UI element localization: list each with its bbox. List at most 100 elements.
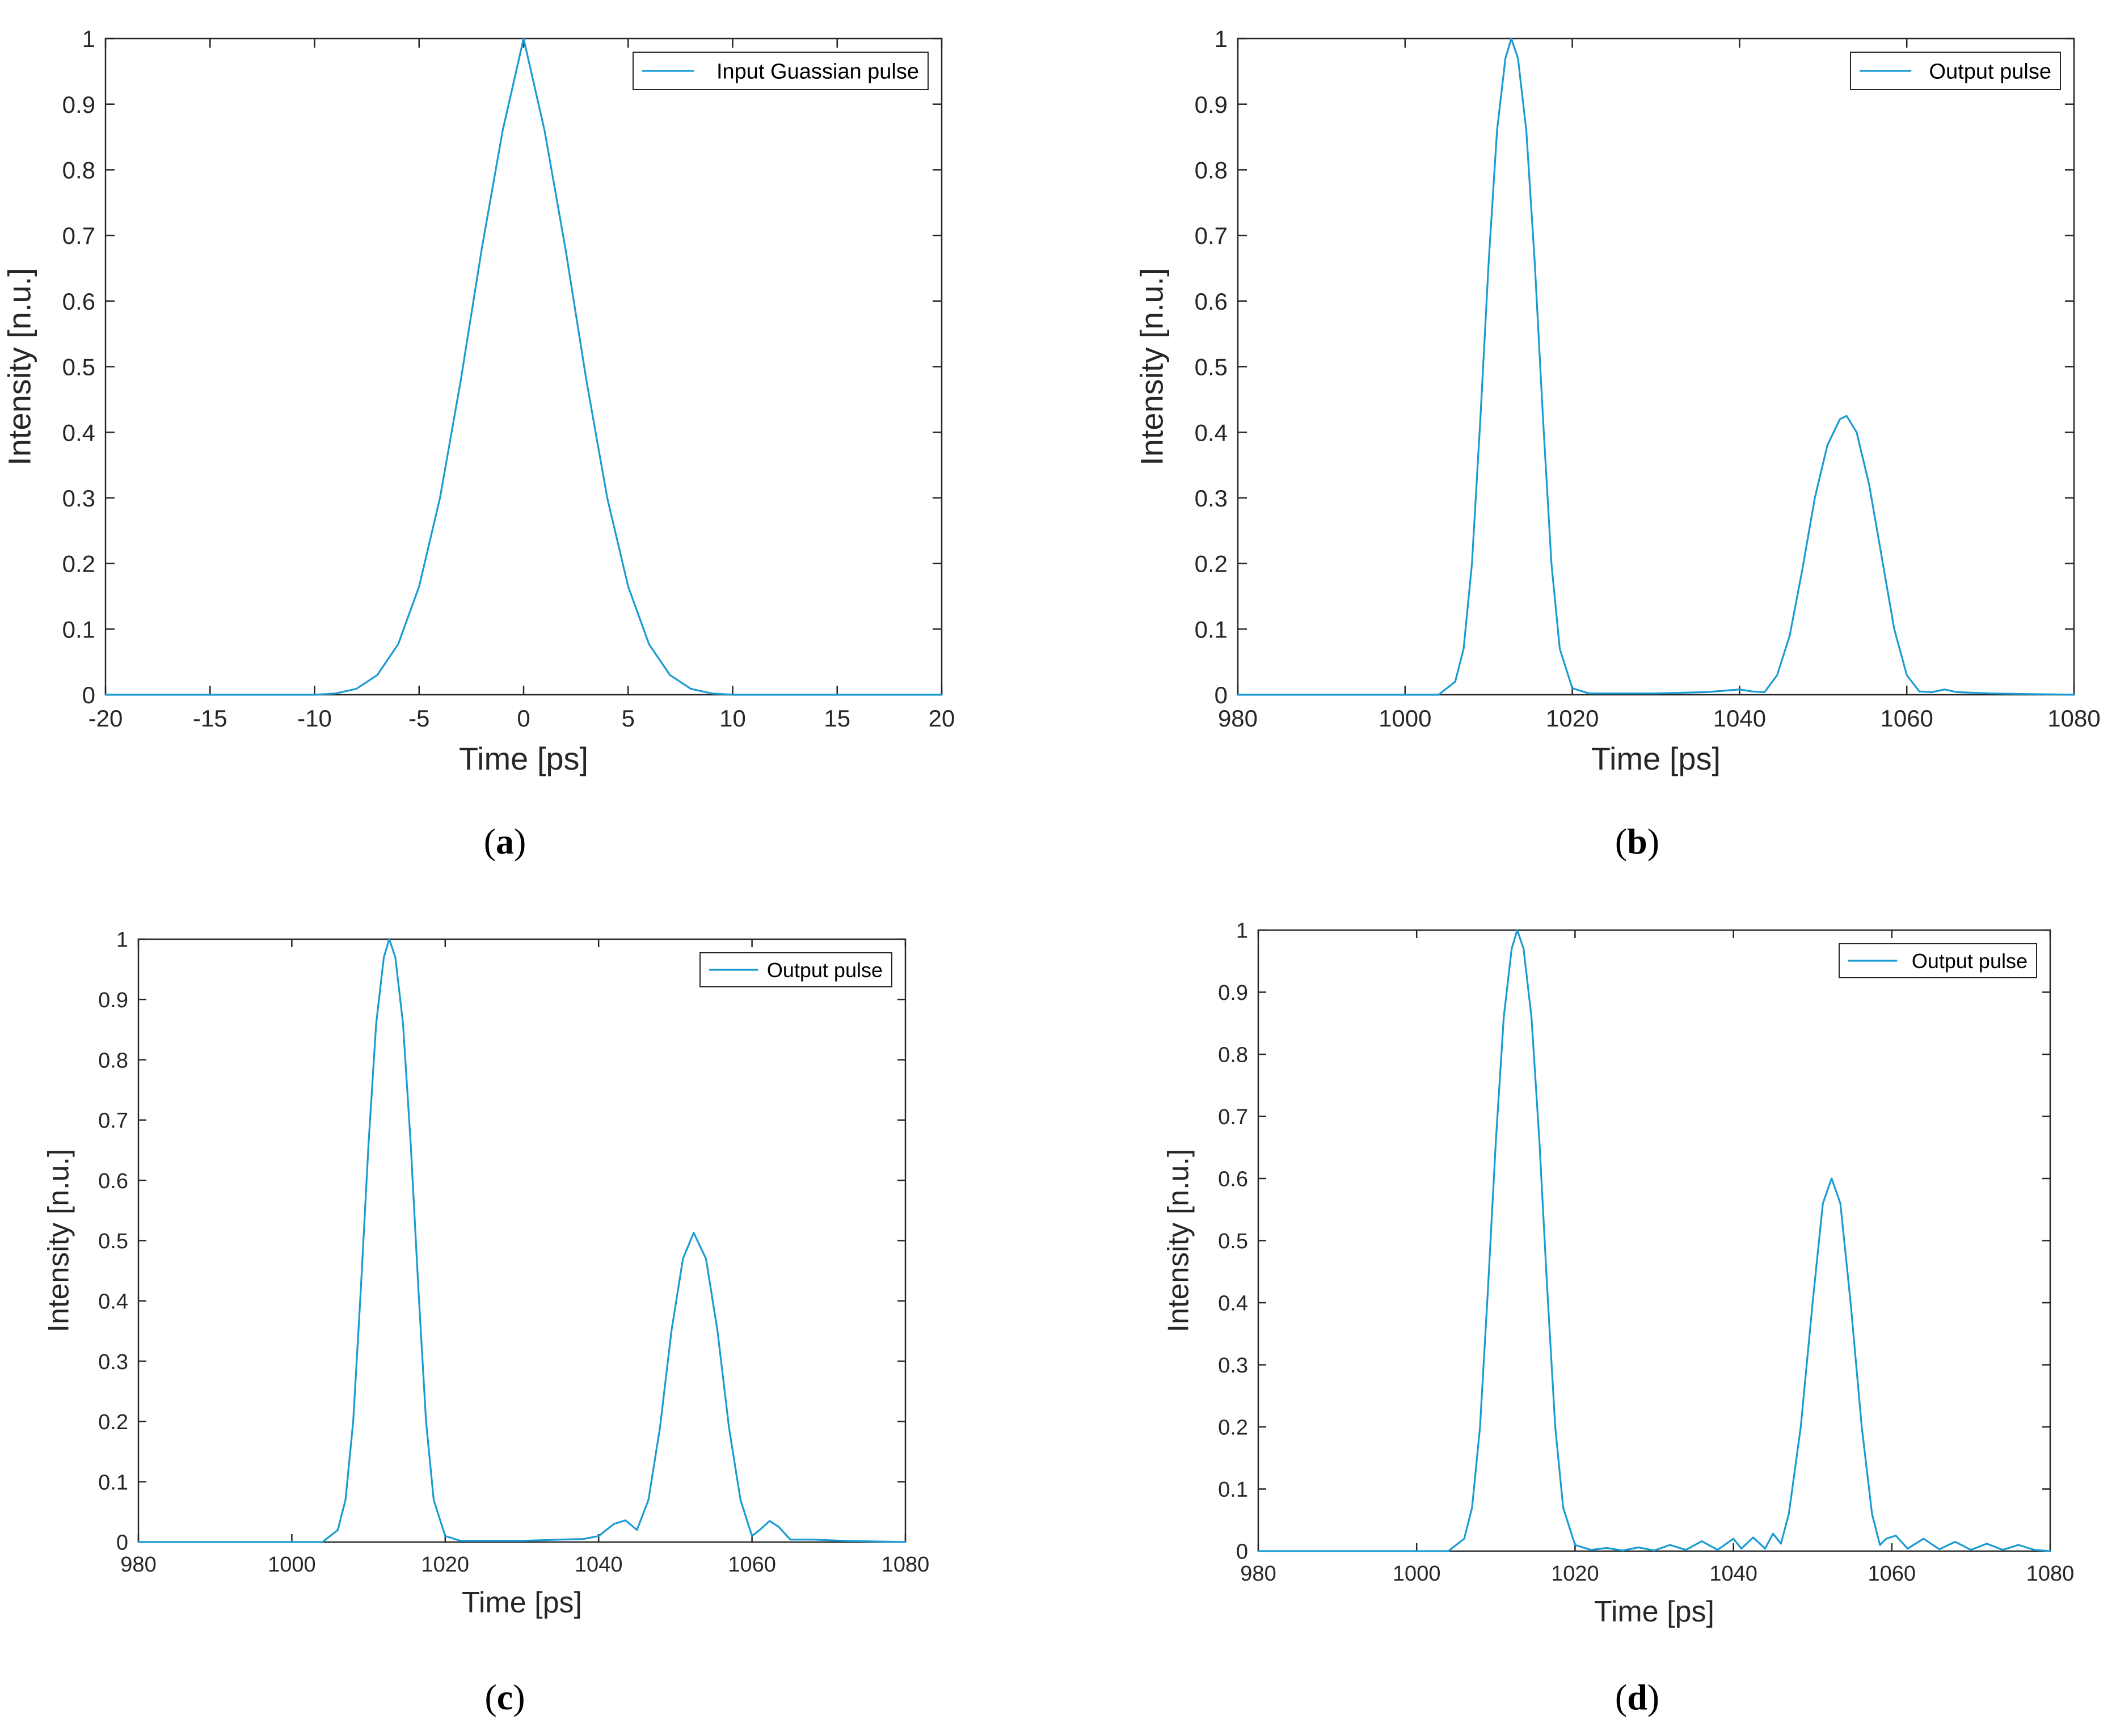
x-tick-label: 980 — [120, 1553, 156, 1577]
y-tick-label: 0.4 — [98, 1290, 128, 1313]
x-tick-label: -20 — [88, 705, 123, 732]
y-tick-label: 0.7 — [1195, 222, 1228, 249]
y-axis-label: Intensity [n.u.] — [1134, 268, 1170, 466]
panel-caption: (c) — [484, 1677, 525, 1717]
x-tick-label: 1000 — [1379, 705, 1431, 732]
y-tick-label: 0.1 — [1195, 616, 1228, 643]
x-tick-label: 15 — [824, 705, 850, 732]
y-tick-label: 0.6 — [62, 288, 95, 315]
x-tick-label: 1040 — [1709, 1562, 1757, 1586]
y-tick-label: 0.7 — [1218, 1105, 1248, 1129]
y-tick-label: 0 — [1215, 682, 1228, 708]
x-tick-label: 1060 — [728, 1553, 776, 1577]
y-tick-label: 0.3 — [1218, 1354, 1248, 1378]
y-tick-label: 0.9 — [98, 989, 128, 1012]
y-tick-label: 0 — [116, 1531, 128, 1555]
panel-caption: (a) — [484, 821, 526, 861]
y-tick-label: 1 — [116, 928, 128, 952]
y-tick-label: 0.5 — [1195, 354, 1228, 381]
series-line-1 — [137, 938, 907, 1543]
y-tick-label: 0.4 — [1195, 419, 1228, 446]
plot-area — [104, 37, 943, 696]
x-tick-label: 1060 — [1868, 1562, 1916, 1586]
series-line-1 — [1237, 37, 2075, 696]
y-tick-label: 0.6 — [1195, 288, 1228, 315]
x-axis-label: Time [ps] — [459, 741, 588, 776]
y-tick-label: 0.5 — [98, 1230, 128, 1253]
y-tick-label: 0 — [82, 682, 95, 708]
y-tick-label: 0.9 — [62, 91, 95, 118]
x-tick-label: -5 — [408, 705, 429, 732]
y-tick-label: 0.9 — [1218, 981, 1248, 1005]
y-tick-label: 0.8 — [62, 157, 95, 184]
y-tick-label: 0.3 — [1195, 485, 1228, 512]
y-tick-label: 0.1 — [62, 616, 95, 643]
legend: Output pulse — [1850, 52, 2061, 90]
x-axis-label: Time [ps] — [1594, 1595, 1714, 1628]
x-tick-label: 20 — [929, 705, 955, 732]
x-axis-label: Time [ps] — [462, 1586, 582, 1619]
y-tick-label: 0.2 — [1218, 1416, 1248, 1440]
y-tick-label: 0.6 — [1218, 1168, 1248, 1192]
y-axis-label: Intensity [n.u.] — [2, 268, 37, 466]
y-tick-label: 0.8 — [98, 1049, 128, 1072]
x-tick-label: 1000 — [1393, 1562, 1441, 1586]
y-axis-label: Intensity [n.u.] — [42, 1149, 75, 1333]
x-tick-label: 5 — [622, 705, 635, 732]
y-tick-label: 0.4 — [62, 419, 95, 446]
y-tick-label: 0.8 — [1195, 157, 1228, 184]
y-tick-label: 0.2 — [62, 551, 95, 577]
legend-entry: Output pulse — [767, 958, 883, 982]
y-tick-label: 0.7 — [98, 1109, 128, 1133]
y-tick-label: 0.6 — [98, 1169, 128, 1193]
plot-area — [1257, 929, 2051, 1552]
x-tick-label: -15 — [193, 705, 227, 732]
x-tick-label: 1000 — [268, 1553, 316, 1577]
x-tick-label: 1080 — [882, 1553, 930, 1577]
legend-entry: Input Guassian pulse — [716, 60, 919, 84]
plot-area — [1237, 37, 2075, 696]
x-tick-label: 1060 — [1880, 705, 1933, 732]
chart-panel-d: 980 1000 1020 1040 1060 1080 0 0.1 0.2 0.3 0.4 0.5 0… — [1162, 919, 2074, 1628]
y-tick-label: 1 — [82, 26, 95, 52]
x-tick-label: 10 — [719, 705, 746, 732]
y-tick-label: 0.5 — [62, 354, 95, 381]
x-tick-label: 980 — [1240, 1562, 1276, 1586]
y-tick-label: 0 — [1236, 1540, 1248, 1564]
plot-area — [137, 938, 907, 1543]
y-tick-label: 1 — [1215, 26, 1228, 52]
x-tick-label: 1040 — [575, 1553, 623, 1577]
x-axis-label: Time [ps] — [1591, 741, 1721, 776]
series-line-1 — [1257, 929, 2051, 1552]
x-tick-label: 980 — [1218, 705, 1258, 732]
panel-caption: (d) — [1615, 1677, 1659, 1717]
y-tick-label: 0.2 — [1195, 551, 1228, 577]
x-tick-label: 0 — [517, 705, 530, 732]
legend: Output pulse — [1839, 943, 2037, 978]
y-tick-label: 0.1 — [1218, 1478, 1248, 1502]
y-tick-label: 0.1 — [98, 1471, 128, 1494]
legend-entry: Output pulse — [1929, 60, 2051, 84]
chart-panel-b: 980 1000 1020 1040 1060 1080 0 0.1 0.2 0.3 0.4 0.5 0… — [1134, 26, 2101, 776]
y-tick-label: 0.8 — [1218, 1044, 1248, 1067]
legend-box — [633, 52, 929, 90]
x-tick-label: 1080 — [2047, 705, 2100, 732]
y-tick-label: 0.3 — [98, 1350, 128, 1374]
x-tick-label: 1040 — [1713, 705, 1766, 732]
chart-panel-c: 980 1000 1020 1040 1060 1080 0 0.1 0.2 0.3 0.4 0.5 0… — [42, 928, 929, 1619]
y-tick-label: 0.5 — [1218, 1230, 1248, 1253]
y-tick-label: 0.7 — [62, 222, 95, 249]
legend: Input Guassian pulse — [633, 52, 929, 90]
y-tick-label: 1 — [1236, 919, 1248, 943]
y-tick-label: 0.4 — [1218, 1292, 1248, 1316]
chart-panel-a: -20 -15 -10 -5 0 5 10 15 20 0 0.1 0.2 0.3 0.4 0.5 0.6 0.… — [2, 26, 955, 776]
legend: Output pulse — [699, 952, 892, 987]
legend-entry: Output pulse — [1912, 949, 2028, 973]
series-line-1 — [104, 37, 943, 696]
x-tick-label: 1020 — [1546, 705, 1599, 732]
x-tick-label: 1020 — [421, 1553, 470, 1577]
y-axis-label: Intensity [n.u.] — [1162, 1149, 1195, 1333]
y-tick-label: 0.9 — [1195, 91, 1228, 118]
x-tick-label: 1020 — [1551, 1562, 1599, 1586]
